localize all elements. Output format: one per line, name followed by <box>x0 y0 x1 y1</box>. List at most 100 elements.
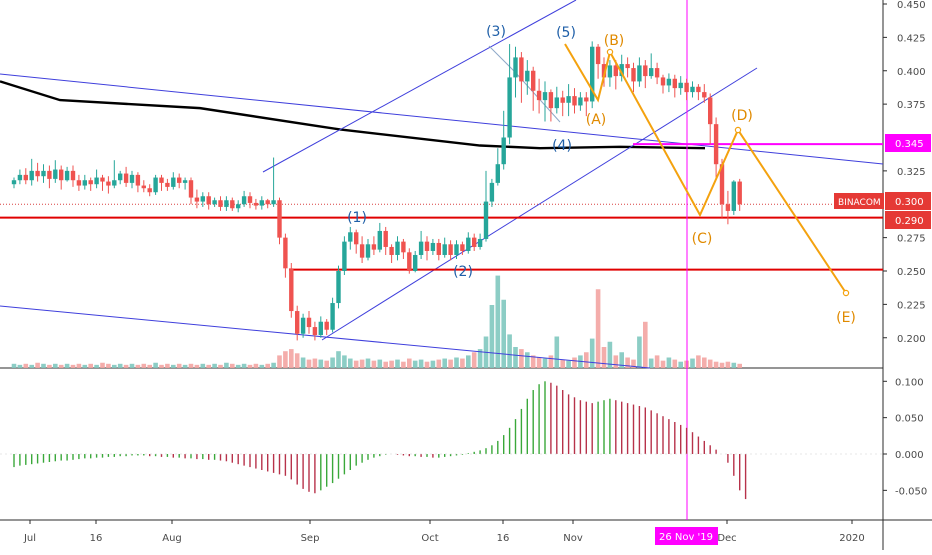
candle-body <box>177 177 182 183</box>
volume-bar <box>554 336 560 368</box>
volume-bar <box>283 351 288 368</box>
candle-body <box>153 177 158 193</box>
candle-body <box>519 57 524 82</box>
price-tick-label: 0.225 <box>897 300 926 311</box>
price-tag <box>885 192 931 210</box>
volume-bar <box>53 363 58 368</box>
volume-bar <box>607 341 613 368</box>
candle-body <box>424 241 430 251</box>
volume-bar <box>265 363 270 368</box>
volume-bar <box>666 357 672 368</box>
volume-bar <box>501 299 506 368</box>
candle-body <box>513 57 518 78</box>
volume-bar <box>348 358 353 368</box>
elliott-projection-path <box>564 43 847 294</box>
candle-body <box>590 46 595 102</box>
drawings-layer <box>0 0 884 520</box>
volume-bar <box>47 364 52 368</box>
candle-body <box>188 180 194 198</box>
volume-bar <box>560 359 565 368</box>
candle-body <box>11 180 17 185</box>
time-tick-label: Jul <box>23 533 36 544</box>
price-tick-label: 0.200 <box>897 334 926 345</box>
volume-bar <box>395 359 400 368</box>
candle-body <box>141 185 146 189</box>
volume-bar <box>235 364 241 368</box>
candle-body <box>631 68 636 82</box>
volume-bar <box>637 336 642 368</box>
volume-bar <box>430 360 436 368</box>
volume-bar <box>678 361 683 368</box>
volume-bar <box>412 360 418 368</box>
volume-bar <box>194 364 200 368</box>
candle-body <box>413 254 418 271</box>
volume-bar <box>294 353 300 368</box>
time-axis[interactable]: Jul 16 Aug Sep Oct 16 Nov Dec 2020 26 Nov '19 <box>23 520 865 545</box>
candle-body <box>660 77 666 86</box>
projection-node <box>606 48 614 56</box>
volume-bar <box>88 363 93 368</box>
candle-body <box>35 170 40 177</box>
candle-body <box>548 92 554 109</box>
wave-label-blue: (5) <box>556 25 576 41</box>
volume-bar <box>306 359 312 368</box>
volume-bar <box>218 364 223 368</box>
volume-bar <box>619 352 624 368</box>
candle-body <box>448 244 453 255</box>
volume-bar <box>289 349 294 368</box>
price-tick-label: 0.425 <box>897 33 926 44</box>
candle-body <box>112 180 117 186</box>
volume-bar <box>182 364 188 368</box>
volume-bar <box>466 355 471 368</box>
candle-body <box>277 200 282 238</box>
candle-body <box>501 137 506 165</box>
price-axis[interactable]: 0.450 0.425 0.400 0.375 0.325 0.275 0.250 0.225… <box>834 0 931 497</box>
candle-body <box>354 232 359 245</box>
candle-body <box>654 68 660 78</box>
volume-bar <box>719 362 725 368</box>
candle-body <box>595 46 601 65</box>
volume-bar <box>489 305 495 368</box>
oscillator-tick-label: -0.050 <box>895 486 927 497</box>
wave-label-blue: (3) <box>486 24 506 40</box>
candle-body <box>383 230 388 247</box>
candle-body <box>218 200 223 207</box>
volume-bar <box>318 359 324 368</box>
candle-body <box>584 97 589 102</box>
candle-body <box>76 180 82 186</box>
candle-body <box>82 180 87 186</box>
candle-body <box>300 317 306 334</box>
oscillator-pane <box>0 381 883 500</box>
candle-body <box>324 321 329 330</box>
candle-body <box>436 242 441 255</box>
volume-bar <box>82 364 88 368</box>
time-tick-label: 2020 <box>839 533 864 544</box>
candle-body <box>159 177 164 183</box>
candle-body <box>64 170 70 181</box>
volume-bar <box>117 363 123 368</box>
candle-body <box>212 200 217 205</box>
candle-body <box>289 268 294 312</box>
candle-body <box>59 169 64 181</box>
candle-body <box>702 92 707 98</box>
candle-body <box>348 232 353 242</box>
volume-bar <box>731 362 737 368</box>
channel-upper-line <box>262 0 577 173</box>
price-tag <box>885 134 931 152</box>
candle-body <box>672 78 677 89</box>
volume-bar <box>253 363 259 368</box>
candle-body <box>554 97 559 109</box>
candle-body <box>678 82 683 89</box>
candle-body <box>342 241 347 271</box>
volume-bar <box>690 358 695 368</box>
volume-bar <box>17 364 23 368</box>
candle-body <box>230 200 235 209</box>
candle-body <box>377 230 382 250</box>
candle-body <box>206 196 211 205</box>
volume-bar <box>100 362 105 368</box>
volume-bar <box>312 358 318 368</box>
date-marker-tag <box>655 527 718 545</box>
candle-body <box>283 237 288 269</box>
